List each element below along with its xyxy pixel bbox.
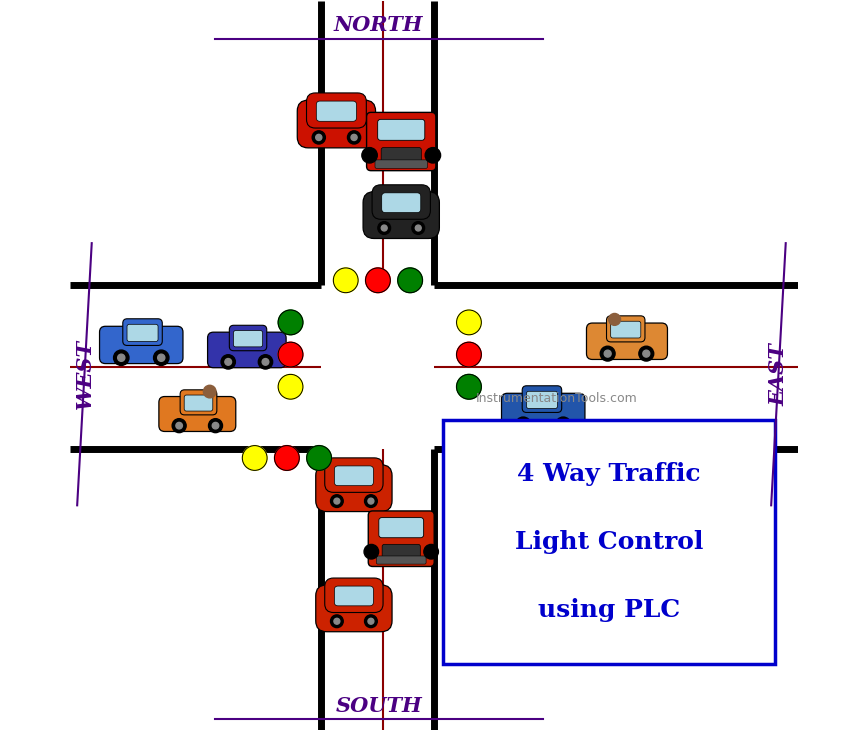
FancyBboxPatch shape [316,585,392,632]
Circle shape [378,221,391,235]
FancyBboxPatch shape [378,119,424,140]
Circle shape [362,148,378,163]
Circle shape [415,225,421,231]
Circle shape [516,417,531,433]
FancyBboxPatch shape [127,325,158,341]
Circle shape [364,545,378,559]
FancyBboxPatch shape [297,100,376,148]
Circle shape [365,495,378,507]
Circle shape [278,342,303,367]
Circle shape [118,354,125,361]
FancyBboxPatch shape [100,326,183,363]
FancyBboxPatch shape [233,330,263,347]
Circle shape [278,374,303,399]
Circle shape [601,346,615,361]
FancyBboxPatch shape [382,193,421,213]
FancyBboxPatch shape [523,386,562,412]
Text: InstrumentationTools.com: InstrumentationTools.com [476,392,637,405]
FancyBboxPatch shape [587,323,667,360]
Circle shape [381,225,387,231]
Circle shape [225,358,232,366]
Circle shape [351,135,357,140]
FancyBboxPatch shape [368,511,434,567]
FancyBboxPatch shape [334,466,373,485]
Circle shape [158,354,165,361]
FancyBboxPatch shape [382,545,420,561]
FancyBboxPatch shape [607,316,645,342]
FancyBboxPatch shape [378,518,424,538]
Circle shape [331,615,343,628]
FancyBboxPatch shape [325,458,383,493]
Circle shape [556,417,571,433]
FancyBboxPatch shape [181,390,217,415]
Text: WEST: WEST [75,339,95,409]
Circle shape [154,350,169,366]
Circle shape [425,148,441,163]
Circle shape [639,346,654,361]
Circle shape [347,131,360,144]
FancyBboxPatch shape [122,319,162,346]
FancyBboxPatch shape [366,113,436,170]
Circle shape [274,446,299,470]
FancyBboxPatch shape [316,101,357,121]
Circle shape [259,355,273,369]
Circle shape [643,350,650,357]
Circle shape [398,268,423,292]
Circle shape [520,421,527,428]
Circle shape [334,498,340,504]
Circle shape [172,419,186,433]
FancyBboxPatch shape [372,185,431,219]
Circle shape [368,618,374,624]
Circle shape [333,268,358,292]
Circle shape [316,135,322,140]
FancyBboxPatch shape [381,148,421,164]
Circle shape [424,545,438,559]
Circle shape [457,342,482,367]
FancyBboxPatch shape [611,321,641,338]
FancyBboxPatch shape [444,420,775,664]
Circle shape [176,423,182,429]
Text: 4 Way Traffic: 4 Way Traffic [517,462,700,486]
Circle shape [604,350,611,357]
Circle shape [242,446,267,470]
Circle shape [457,374,482,399]
FancyBboxPatch shape [207,332,286,368]
FancyBboxPatch shape [229,325,266,351]
FancyBboxPatch shape [184,395,213,411]
Circle shape [312,131,326,144]
Circle shape [412,221,424,235]
Text: NORTH: NORTH [334,15,424,35]
Circle shape [306,446,332,470]
Circle shape [213,423,219,429]
FancyBboxPatch shape [502,393,585,431]
FancyBboxPatch shape [526,391,557,409]
Text: Light Control: Light Control [515,530,703,554]
Circle shape [203,385,216,398]
Circle shape [262,358,269,366]
FancyBboxPatch shape [377,556,426,564]
Text: using PLC: using PLC [538,599,681,622]
Circle shape [560,421,567,428]
Circle shape [114,350,129,366]
Circle shape [365,615,378,628]
Circle shape [331,495,343,507]
Circle shape [221,355,235,369]
FancyBboxPatch shape [316,465,392,512]
FancyBboxPatch shape [375,160,427,168]
FancyBboxPatch shape [159,396,236,431]
FancyBboxPatch shape [325,578,383,613]
Circle shape [334,618,340,624]
FancyBboxPatch shape [334,586,373,606]
Circle shape [365,268,391,292]
FancyBboxPatch shape [306,93,366,128]
Circle shape [368,498,374,504]
Circle shape [278,310,303,335]
Text: SOUTH: SOUTH [335,696,422,716]
Circle shape [208,419,222,433]
FancyBboxPatch shape [363,192,439,238]
Circle shape [457,310,482,335]
Text: EAST: EAST [768,343,788,406]
Circle shape [608,314,621,325]
